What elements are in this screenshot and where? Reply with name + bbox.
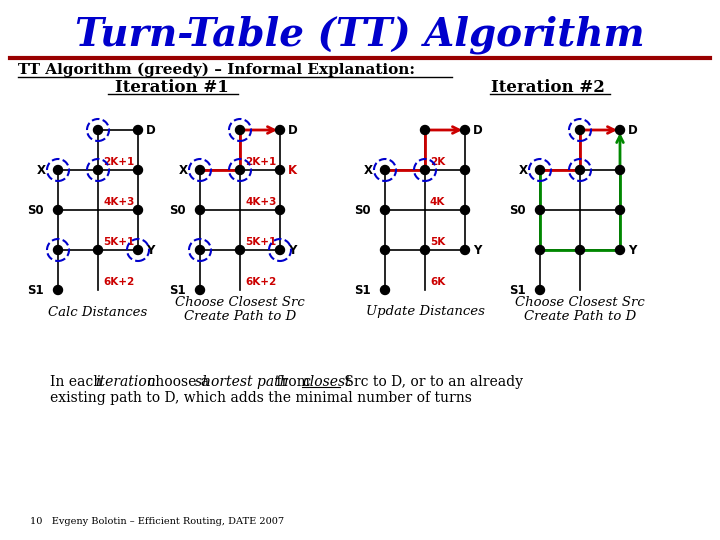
Circle shape bbox=[420, 165, 430, 174]
Circle shape bbox=[196, 246, 204, 254]
Text: Calc Distances: Calc Distances bbox=[48, 306, 148, 319]
Text: Choose Closest Src: Choose Closest Src bbox=[515, 296, 645, 309]
Text: Src to D, or to an already: Src to D, or to an already bbox=[340, 375, 523, 389]
Circle shape bbox=[380, 286, 390, 294]
Circle shape bbox=[616, 206, 624, 214]
Circle shape bbox=[196, 165, 204, 174]
Circle shape bbox=[461, 246, 469, 254]
Circle shape bbox=[196, 286, 204, 294]
Circle shape bbox=[536, 246, 544, 254]
Circle shape bbox=[196, 206, 204, 214]
Circle shape bbox=[235, 165, 245, 174]
Text: 6K+2: 6K+2 bbox=[103, 277, 134, 287]
Text: 6K+2: 6K+2 bbox=[245, 277, 276, 287]
Circle shape bbox=[536, 206, 544, 214]
Circle shape bbox=[133, 125, 143, 134]
Text: 4K+3: 4K+3 bbox=[245, 197, 276, 207]
Text: TT Algorithm (greedy) – Informal Explanation:: TT Algorithm (greedy) – Informal Explana… bbox=[18, 63, 415, 77]
Circle shape bbox=[420, 246, 430, 254]
Circle shape bbox=[461, 125, 469, 134]
Text: 2K+1: 2K+1 bbox=[103, 157, 134, 167]
Text: X: X bbox=[179, 164, 188, 177]
Text: closest: closest bbox=[302, 375, 351, 389]
Circle shape bbox=[276, 165, 284, 174]
Text: 2K+1: 2K+1 bbox=[245, 157, 276, 167]
Text: D: D bbox=[628, 124, 638, 137]
Text: X: X bbox=[519, 164, 528, 177]
Text: D: D bbox=[146, 124, 156, 137]
Text: 5K+1: 5K+1 bbox=[103, 237, 134, 247]
Text: S1: S1 bbox=[509, 284, 526, 296]
Text: 10   Evgeny Bolotin – Efficient Routing, DATE 2007: 10 Evgeny Bolotin – Efficient Routing, D… bbox=[30, 517, 284, 526]
Circle shape bbox=[235, 246, 245, 254]
Circle shape bbox=[461, 165, 469, 174]
Circle shape bbox=[53, 286, 63, 294]
Text: 5K+1: 5K+1 bbox=[245, 237, 276, 247]
Text: 4K+3: 4K+3 bbox=[103, 197, 135, 207]
Circle shape bbox=[575, 246, 585, 254]
Circle shape bbox=[276, 206, 284, 214]
Text: Iteration #2: Iteration #2 bbox=[491, 79, 605, 97]
Text: from: from bbox=[272, 375, 314, 389]
Text: S0: S0 bbox=[169, 204, 186, 217]
Circle shape bbox=[380, 165, 390, 174]
Text: Create Path to D: Create Path to D bbox=[524, 309, 636, 322]
Circle shape bbox=[575, 165, 585, 174]
Circle shape bbox=[616, 246, 624, 254]
Text: S1: S1 bbox=[354, 284, 371, 296]
Text: Turn-Table (TT) Algorithm: Turn-Table (TT) Algorithm bbox=[75, 16, 645, 54]
Text: 5K: 5K bbox=[430, 237, 445, 247]
Text: X: X bbox=[37, 164, 46, 177]
Circle shape bbox=[380, 206, 390, 214]
Text: K: K bbox=[288, 164, 297, 177]
Text: X: X bbox=[364, 164, 373, 177]
Circle shape bbox=[380, 246, 390, 254]
Text: 2K: 2K bbox=[430, 157, 445, 167]
Text: S1: S1 bbox=[27, 284, 44, 296]
Text: existing path to D, which adds the minimal number of turns: existing path to D, which adds the minim… bbox=[50, 391, 472, 405]
Circle shape bbox=[133, 206, 143, 214]
Text: Create Path to D: Create Path to D bbox=[184, 309, 296, 322]
Text: Y: Y bbox=[628, 244, 636, 256]
Circle shape bbox=[461, 206, 469, 214]
Circle shape bbox=[616, 125, 624, 134]
Text: S0: S0 bbox=[27, 204, 44, 217]
Circle shape bbox=[536, 286, 544, 294]
Text: Iteration #1: Iteration #1 bbox=[115, 79, 229, 97]
Text: D: D bbox=[288, 124, 298, 137]
Text: Y: Y bbox=[288, 244, 297, 256]
Circle shape bbox=[53, 165, 63, 174]
Text: Y: Y bbox=[146, 244, 154, 256]
Text: 4K: 4K bbox=[430, 197, 446, 207]
Circle shape bbox=[536, 165, 544, 174]
Text: S1: S1 bbox=[169, 284, 186, 296]
Circle shape bbox=[94, 165, 102, 174]
Circle shape bbox=[53, 246, 63, 254]
Text: shortest path: shortest path bbox=[195, 375, 289, 389]
Circle shape bbox=[276, 125, 284, 134]
Text: D: D bbox=[473, 124, 482, 137]
Text: 6K: 6K bbox=[430, 277, 445, 287]
Circle shape bbox=[420, 125, 430, 134]
Circle shape bbox=[575, 125, 585, 134]
Text: Choose Closest Src: Choose Closest Src bbox=[175, 296, 305, 309]
Circle shape bbox=[235, 125, 245, 134]
Circle shape bbox=[94, 125, 102, 134]
Text: choose a: choose a bbox=[143, 375, 214, 389]
Circle shape bbox=[53, 206, 63, 214]
Text: S0: S0 bbox=[509, 204, 526, 217]
Text: S0: S0 bbox=[354, 204, 371, 217]
Circle shape bbox=[133, 165, 143, 174]
Circle shape bbox=[94, 246, 102, 254]
Circle shape bbox=[133, 246, 143, 254]
Text: Y: Y bbox=[473, 244, 482, 256]
Circle shape bbox=[616, 165, 624, 174]
Text: iteration: iteration bbox=[95, 375, 156, 389]
Circle shape bbox=[276, 246, 284, 254]
Text: In each: In each bbox=[50, 375, 107, 389]
Text: Update Distances: Update Distances bbox=[366, 306, 485, 319]
